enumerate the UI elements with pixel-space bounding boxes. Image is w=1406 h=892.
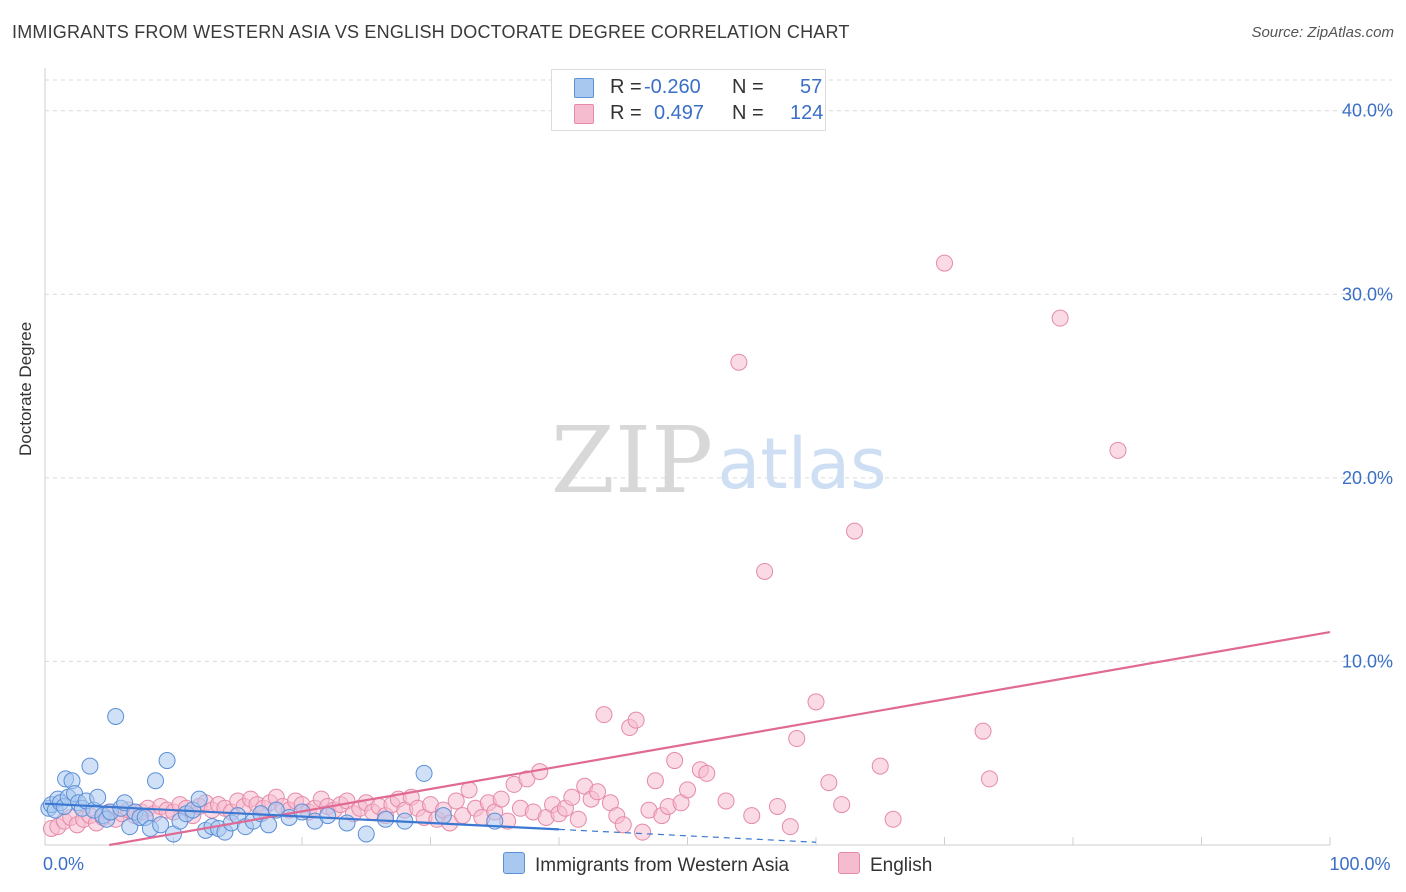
english-point (666, 752, 684, 770)
english-point (781, 818, 799, 836)
english-point (634, 823, 652, 841)
legend-n-value: 124 (790, 102, 824, 124)
source-label: Source: ZipAtlas.com (1251, 24, 1394, 41)
correlation-legend: R = -0.260 N = 57 R = 0.497 N = 124 (551, 69, 826, 131)
western-asia-point (377, 810, 395, 828)
legend-n-value: 57 (800, 76, 823, 98)
legend-r-value: 0.497 (654, 102, 705, 124)
english-points (42, 254, 1127, 841)
legend-r-label: R = (610, 76, 642, 98)
y-tick-label: 40.0% (1342, 101, 1393, 121)
legend-swatch-pink (574, 104, 594, 124)
bottom-legend-swatch-blue (503, 852, 525, 874)
y-tick-label: 10.0% (1342, 651, 1393, 671)
y-tick-label: 20.0% (1342, 468, 1393, 488)
western-asia-point (89, 788, 107, 806)
english-point (569, 810, 587, 828)
western-asia-trend-line (44, 802, 560, 831)
western-asia-point (415, 764, 433, 782)
legend-n-label: N = (732, 76, 764, 98)
legend-n-label: N = (732, 102, 764, 124)
english-point (788, 730, 806, 748)
english-point (447, 792, 465, 810)
english-point (698, 764, 716, 782)
legend-swatch-blue (574, 78, 594, 98)
english-point (717, 792, 735, 810)
legend-r-label: R = (610, 102, 642, 124)
watermark: ZIP atlas (551, 407, 887, 514)
english-point (492, 790, 510, 808)
western-asia-point (357, 825, 375, 843)
english-point (563, 788, 581, 806)
english-point (871, 757, 889, 775)
y-tick-label: 30.0% (1342, 284, 1393, 304)
english-point (595, 706, 613, 724)
x-tick-label: 100.0% (1329, 854, 1390, 874)
english-point (980, 770, 998, 788)
axes (44, 68, 1331, 846)
western-asia-point (81, 757, 99, 775)
western-asia-trend-extension (558, 828, 817, 843)
english-point (974, 722, 992, 740)
tick-labels: 10.0% 20.0% 30.0% 40.0% 0.0% 100.0% (43, 101, 1393, 874)
western-asia-point (158, 752, 176, 770)
western-asia-point (152, 816, 170, 834)
english-point (756, 562, 774, 580)
bottom-legend-english: English (838, 852, 932, 877)
english-trend-line (109, 630, 1331, 847)
english-point (589, 783, 607, 801)
english-point (679, 781, 696, 799)
english-point (1051, 309, 1069, 327)
english-point (646, 772, 664, 790)
english-point (846, 522, 864, 540)
gridlines (45, 79, 1392, 662)
english-point (820, 774, 838, 792)
watermark-zip: ZIP (551, 407, 713, 514)
chart-title: IMMIGRANTS FROM WESTERN ASIA VS ENGLISH … (12, 22, 850, 42)
western-asia-point (107, 708, 125, 725)
western-asia-point (319, 807, 337, 825)
english-point (743, 807, 761, 825)
english-point (730, 353, 748, 371)
english-point (614, 816, 632, 834)
bottom-legend-label: English (870, 855, 933, 876)
english-point (807, 693, 825, 711)
x-tick-label: 0.0% (43, 854, 84, 874)
western-asia-point (434, 807, 452, 825)
english-point (884, 810, 902, 828)
bottom-legend-swatch-pink (838, 852, 860, 874)
western-asia-point (338, 814, 356, 832)
western-asia-point (190, 790, 208, 808)
english-point (627, 711, 645, 729)
watermark-atlas: atlas (717, 423, 886, 505)
bottom-legend-label: Immigrants from Western Asia (535, 855, 790, 876)
english-point (1109, 441, 1127, 459)
western-asia-point (147, 772, 165, 790)
english-point (518, 770, 536, 788)
legend-r-value: -0.260 (644, 76, 701, 98)
bottom-legend-western-asia: Immigrants from Western Asia (503, 852, 789, 877)
english-point (768, 797, 786, 815)
english-point (833, 796, 851, 814)
trend-lines (44, 630, 1331, 847)
english-point (936, 254, 953, 272)
